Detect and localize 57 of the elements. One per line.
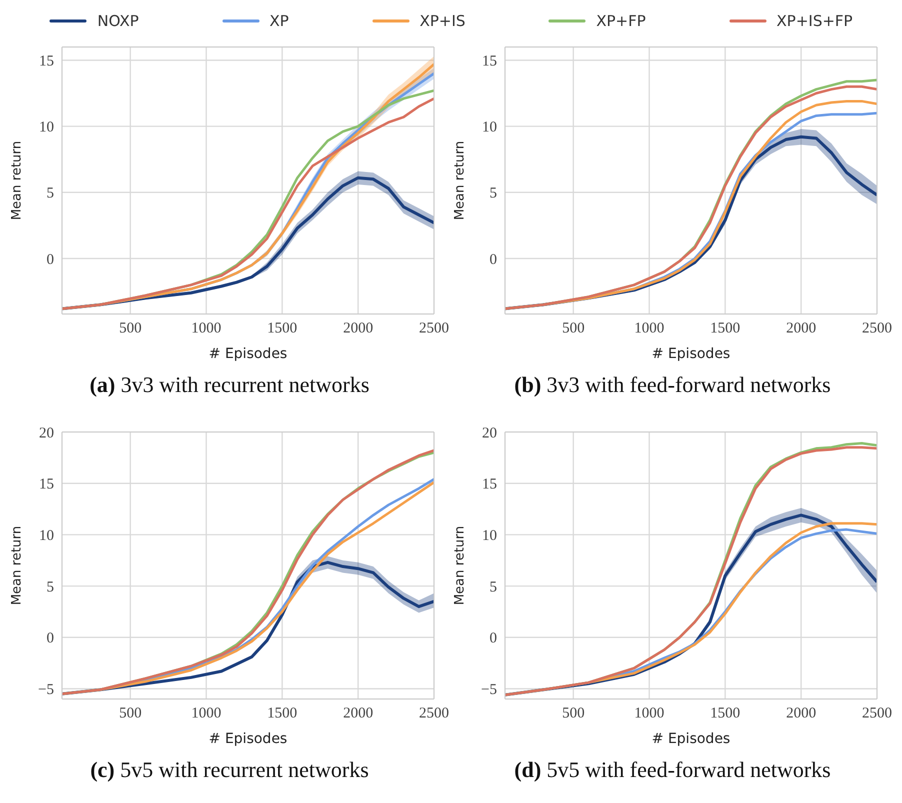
text: (b) 3v3 with feed-forward networks bbox=[513, 372, 832, 398]
legend-label: XP bbox=[270, 12, 289, 30]
y-tick-label: 10 bbox=[482, 528, 497, 544]
x-axis-title: # Episodes bbox=[652, 346, 730, 362]
x-tick-label: 1000 bbox=[634, 706, 664, 722]
x-tick-label: 1500 bbox=[710, 706, 740, 722]
x-tick-label: 2000 bbox=[343, 706, 374, 722]
x-tick-label: 2500 bbox=[862, 320, 892, 337]
y-tick-label: 5 bbox=[46, 579, 54, 596]
y-tick-label: −5 bbox=[481, 682, 497, 698]
y-tick-label: 10 bbox=[39, 528, 54, 544]
x-tick-label: 2500 bbox=[419, 706, 449, 722]
text: (a) 3v3 with recurrent networks bbox=[88, 372, 370, 398]
y-axis-title: Mean return bbox=[452, 526, 468, 606]
y-tick-label: 0 bbox=[490, 252, 497, 268]
x-axis-title: # Episodes bbox=[208, 731, 288, 747]
y-tick-label: 0 bbox=[46, 630, 54, 647]
y-tick-label: 20 bbox=[482, 425, 497, 442]
legend-label: XP+FP bbox=[596, 12, 646, 30]
y-tick-label: 5 bbox=[46, 186, 54, 202]
y-tick-label: 0 bbox=[490, 630, 497, 647]
x-tick-label: 500 bbox=[119, 706, 142, 722]
x-tick-label: 1000 bbox=[634, 320, 664, 337]
legend-label: NOXP bbox=[97, 12, 139, 30]
x-tick-label: 2000 bbox=[786, 706, 816, 722]
y-tick-label: 10 bbox=[39, 120, 54, 136]
x-tick-label: 1500 bbox=[710, 320, 740, 337]
y-tick-label: 15 bbox=[39, 54, 54, 70]
x-axis-title: # Episodes bbox=[652, 731, 730, 747]
x-tick-label: 1000 bbox=[191, 706, 222, 722]
y-tick-label: 5 bbox=[490, 186, 497, 202]
y-tick-label: 15 bbox=[482, 476, 497, 493]
y-axis-title: Mean return bbox=[452, 140, 468, 220]
y-axis-title: Mean return bbox=[10, 526, 25, 606]
x-tick-label: 2000 bbox=[343, 320, 374, 337]
legend-label: XP+IS+FP bbox=[776, 12, 853, 30]
y-tick-label: 15 bbox=[39, 476, 54, 493]
legend-label: XP+IS bbox=[420, 12, 466, 30]
x-tick-label: 1500 bbox=[267, 706, 298, 722]
text: (d) 5v5 with feed-forward networks bbox=[513, 757, 832, 783]
y-tick-label: 15 bbox=[482, 54, 497, 70]
x-tick-label: 2000 bbox=[786, 320, 816, 337]
x-axis-title: # Episodes bbox=[208, 346, 288, 362]
y-tick-label: 20 bbox=[39, 425, 54, 442]
y-axis-title: Mean return bbox=[10, 140, 25, 220]
x-tick-label: 500 bbox=[119, 320, 142, 337]
y-tick-label: 10 bbox=[482, 120, 497, 136]
x-tick-label: 2500 bbox=[419, 320, 449, 337]
text: (c) 5v5 with recurrent networks bbox=[89, 757, 370, 783]
x-tick-label: 1500 bbox=[267, 320, 298, 337]
y-tick-label: 5 bbox=[490, 579, 497, 596]
x-tick-label: 2500 bbox=[862, 706, 892, 722]
x-tick-label: 1000 bbox=[191, 320, 222, 337]
y-tick-label: −5 bbox=[38, 682, 54, 698]
x-tick-label: 500 bbox=[562, 706, 585, 722]
x-tick-label: 500 bbox=[562, 320, 585, 337]
y-tick-label: 0 bbox=[46, 252, 54, 268]
